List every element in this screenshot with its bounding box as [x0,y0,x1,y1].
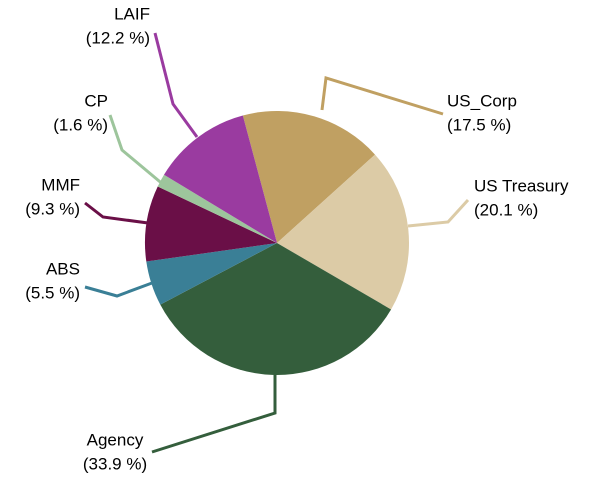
value-label: (17.5 %) [447,115,511,134]
pie-slice [242,110,375,243]
value-label: (9.3 %) [25,199,80,218]
pie-slice [277,154,410,310]
slice-label: CP [84,91,108,110]
slice-label: LAIF [114,4,150,23]
slice-label: MMF [41,175,80,194]
leader-line [108,114,166,188]
leader-line [84,281,153,298]
leader-line [153,32,199,138]
slice-label: US_Corp [447,91,517,110]
pie-slice [157,174,277,243]
pie-slice [164,115,277,243]
pie-slice [145,186,277,262]
leader-line [320,76,444,116]
value-label: (5.5 %) [25,283,80,302]
value-label: (12.2 %) [86,28,150,47]
leader-line [84,201,149,225]
slice-label: Agency [87,430,144,449]
slice-label: US Treasury [474,176,569,195]
slice-label: ABS [46,259,80,278]
pie-slice [160,243,392,376]
value-label: (33.9 %) [83,454,147,473]
value-label: (20.1 %) [474,200,538,219]
leader-line [407,198,470,228]
pie-slice [146,243,277,305]
value-label: (1.6 %) [53,115,108,134]
leader-line [151,375,277,454]
